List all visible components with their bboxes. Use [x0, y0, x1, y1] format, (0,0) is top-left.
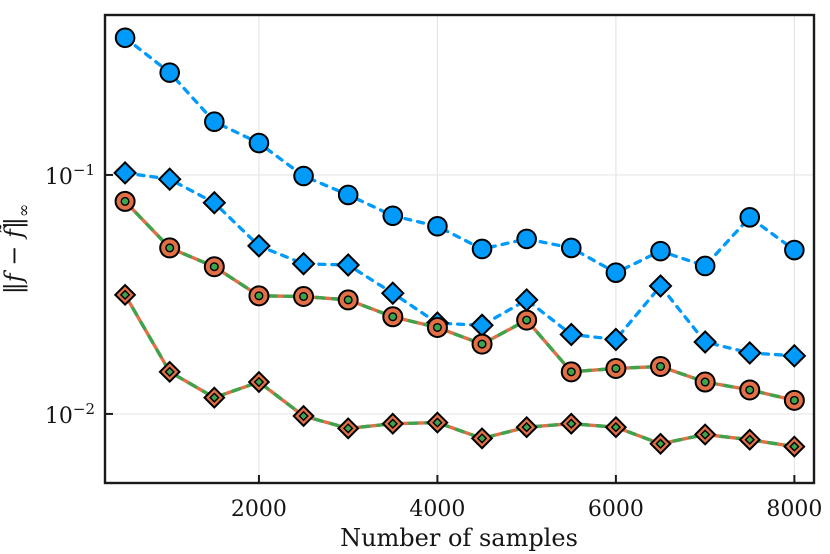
- marker-diamond: [782, 343, 807, 368]
- marker-circle: [650, 240, 671, 262]
- marker-diamond-inner-dot: [655, 438, 666, 449]
- marker-circle-inner-dot: [432, 322, 442, 332]
- marker-diamond-inner-dot: [610, 422, 622, 433]
- series-orange-green-circles: [114, 190, 805, 411]
- marker-circle: [114, 27, 136, 49]
- y-tick-labels: 10−1 10−2: [45, 161, 95, 429]
- marker-diamond-inner-dot: [209, 392, 220, 403]
- marker-circle: [605, 262, 627, 283]
- grid-layer: [105, 15, 814, 483]
- marker-circle: [784, 239, 805, 261]
- marker-diamond-inner-dot: [253, 376, 265, 388]
- marker-circle-inner-dot: [789, 395, 799, 405]
- marker-circle: [248, 132, 270, 154]
- marker-diamond-inner-dot: [119, 289, 131, 301]
- y-tick-exponent: −1: [73, 161, 95, 179]
- series-line-solid-base: [123, 293, 795, 449]
- ylabel-body: f − f̃: [0, 223, 28, 284]
- marker-circle-inner-dot: [745, 385, 755, 395]
- marker-diamond-inner-dot: [744, 434, 755, 445]
- marker-diamond: [693, 330, 718, 354]
- marker-circle-inner-dot: [611, 363, 621, 373]
- y-tick-label-1e-1: 10−1: [45, 161, 95, 190]
- y-tick-base: 10: [45, 165, 73, 190]
- marker-circle-inner-dot: [209, 262, 219, 272]
- marker-diamond: [737, 341, 762, 365]
- plot-frame: [103, 13, 816, 485]
- marker-diamond: [470, 313, 494, 338]
- series-line-dashed: [123, 36, 797, 275]
- marker-diamond-inner-dot: [164, 366, 175, 378]
- marker-circle: [159, 62, 180, 83]
- marker-circle-inner-dot: [477, 339, 487, 349]
- y-tick-exponent: −2: [73, 400, 95, 418]
- x-tick-label-6000: 6000: [588, 497, 644, 522]
- marker-diamond: [603, 327, 628, 352]
- marker-diamond: [380, 281, 405, 306]
- marker-diamond: [247, 233, 271, 258]
- marker-circle-inner-dot: [656, 361, 666, 371]
- marker-diamond-inner-dot: [298, 410, 309, 422]
- ylabel-subscript-infinity: ∞: [14, 204, 33, 217]
- marker-diamond: [648, 274, 673, 298]
- series-layer: [113, 27, 807, 458]
- marker-circle-inner-dot: [700, 377, 710, 387]
- marker-circle: [739, 206, 761, 228]
- marker-circle-inner-dot: [566, 367, 576, 377]
- marker-circle-inner-dot: [343, 295, 353, 305]
- marker-circle: [471, 238, 493, 260]
- marker-diamond-inner-dot: [566, 418, 577, 429]
- marker-diamond: [336, 253, 361, 277]
- y-axis-label: ‖f − f̃‖∞: [0, 204, 33, 294]
- marker-diamond: [202, 190, 227, 215]
- x-tick-label-4000: 4000: [409, 497, 465, 522]
- marker-circle-inner-dot: [522, 315, 532, 325]
- marker-diamond: [559, 322, 584, 347]
- marker-diamond: [157, 167, 182, 192]
- marker-circle: [560, 237, 582, 259]
- marker-circle: [293, 165, 314, 187]
- marker-diamond-inner-dot: [789, 441, 800, 452]
- marker-diamond: [514, 287, 539, 312]
- y-tick-label-1e-2: 10−2: [45, 400, 95, 429]
- marker-diamond-inner-dot: [342, 423, 354, 434]
- marker-circle-inner-dot: [120, 196, 130, 206]
- marker-diamond-inner-dot: [432, 417, 443, 428]
- marker-diamond-inner-dot: [387, 418, 398, 429]
- series-orange-green-diamonds: [113, 283, 806, 458]
- marker-circle: [516, 228, 537, 250]
- y-tick-base: 10: [45, 404, 73, 429]
- marker-circle: [382, 205, 404, 227]
- marker-circle-inner-dot: [388, 312, 398, 322]
- series-line-solid-base: [123, 200, 795, 402]
- marker-circle-inner-dot: [254, 291, 264, 301]
- marker-diamond-inner-dot: [521, 422, 532, 433]
- x-axis-label: Number of samples: [340, 524, 578, 552]
- series-line-dash-overlay: [123, 293, 797, 449]
- marker-diamond: [291, 251, 316, 276]
- frame-layer: [103, 13, 816, 485]
- marker-diamond: [113, 160, 137, 185]
- marker-circle: [337, 184, 359, 206]
- marker-circle: [694, 255, 716, 277]
- marker-circle: [204, 111, 225, 133]
- marker-circle-inner-dot: [165, 243, 175, 253]
- series-blue-dashed-diamonds: [113, 160, 807, 368]
- tick-layer: [105, 173, 796, 483]
- marker-circle: [427, 215, 448, 237]
- x-tick-labels: 2000 4000 6000 8000: [231, 497, 823, 522]
- series-line-dashed: [123, 171, 797, 358]
- marker-circle-inner-dot: [299, 292, 309, 302]
- marker-diamond-inner-dot: [699, 429, 711, 440]
- series-blue-dashed-circles: [114, 27, 805, 283]
- norm-close: ‖: [0, 217, 29, 229]
- x-tick-label-2000: 2000: [231, 497, 287, 522]
- series-line-dash-overlay: [123, 199, 797, 402]
- x-tick-label-8000: 8000: [766, 497, 822, 522]
- norm-open: ‖: [0, 282, 29, 294]
- marker-diamond-inner-dot: [476, 433, 488, 444]
